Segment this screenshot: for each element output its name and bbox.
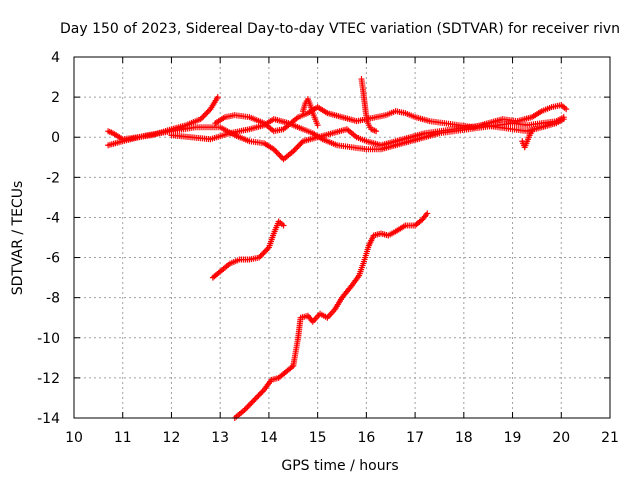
data-point: [214, 94, 221, 101]
x-tick-label: 20: [552, 430, 570, 446]
y-tick-label: 2: [51, 90, 60, 106]
series-dip-19.3: [519, 128, 536, 151]
x-tick-label: 17: [406, 430, 424, 446]
y-tick-label: 4: [51, 50, 60, 66]
x-tick-label: 21: [601, 430, 619, 446]
data-marks: [105, 76, 570, 421]
data-point: [563, 106, 570, 113]
series-track-e: [209, 218, 287, 281]
y-tick-label: -6: [46, 251, 60, 267]
y-axis-label: SDTVAR / TECUs: [10, 181, 26, 296]
x-tick-label: 14: [260, 430, 278, 446]
y-tick-label: -8: [46, 291, 60, 307]
series-spike-15.9: [358, 76, 380, 135]
x-tick-label: 11: [114, 430, 132, 446]
series-track-d: [212, 102, 570, 135]
series-spike-14.8: [300, 96, 321, 129]
chart-title: Day 150 of 2023, Sidereal Day-to-day VTE…: [60, 21, 620, 37]
x-axis-label: GPS time / hours: [281, 458, 398, 474]
axis-ticks: 10 11 12 13 14 15 16 17 18 19 20 21420-2-4-6-8-10-1…: [37, 50, 619, 446]
y-tick-label: 0: [51, 130, 60, 146]
data-point: [373, 128, 380, 135]
x-tick-label: 10: [65, 430, 83, 446]
x-tick-label: 16: [357, 430, 375, 446]
y-tick-label: -14: [37, 411, 60, 427]
y-tick-label: -12: [37, 371, 60, 387]
data-point: [280, 222, 287, 229]
y-tick-label: -10: [37, 331, 60, 347]
data-point: [529, 128, 536, 135]
y-tick-label: -4: [46, 210, 60, 226]
x-tick-label: 15: [309, 430, 327, 446]
data-point: [424, 210, 431, 217]
series-track-f: [231, 210, 431, 421]
x-tick-label: 19: [504, 430, 522, 446]
data-point: [314, 122, 321, 129]
plot-frame: [73, 56, 611, 419]
data-point: [560, 114, 567, 121]
series-track-c: [168, 114, 567, 153]
y-tick-label: -2: [46, 170, 60, 186]
x-tick-label: 18: [455, 430, 473, 446]
x-tick-label: 13: [211, 430, 229, 446]
x-tick-label: 12: [163, 430, 181, 446]
